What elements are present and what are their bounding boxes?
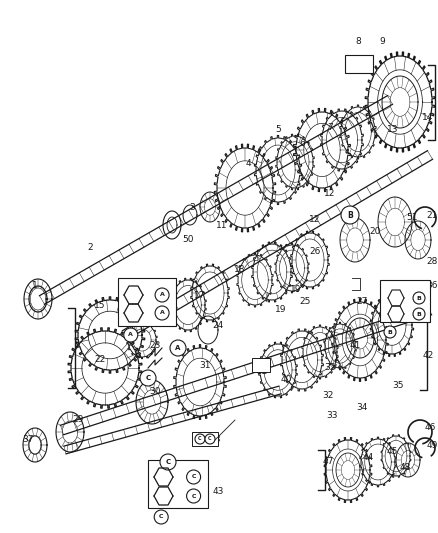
Text: 5: 5 (275, 125, 281, 134)
Circle shape (413, 308, 425, 320)
Text: 45: 45 (386, 448, 398, 456)
Text: 8: 8 (355, 37, 361, 46)
Text: 23: 23 (149, 341, 161, 350)
Text: C: C (166, 459, 170, 465)
Circle shape (155, 288, 169, 302)
Text: 12: 12 (309, 215, 321, 224)
Text: 13: 13 (387, 125, 399, 134)
Text: 47: 47 (322, 457, 334, 466)
Text: C: C (191, 494, 196, 498)
Circle shape (140, 370, 156, 386)
Text: 24: 24 (212, 320, 224, 329)
Bar (192, 432, 218, 446)
Text: 10: 10 (119, 290, 131, 300)
Text: B: B (417, 311, 421, 317)
Bar (380, 280, 430, 322)
Bar (148, 460, 208, 508)
Circle shape (160, 454, 176, 470)
Bar (345, 55, 373, 73)
Text: 29: 29 (72, 416, 84, 424)
Text: 40: 40 (280, 376, 292, 384)
Text: 19: 19 (290, 286, 302, 295)
Text: 4: 4 (245, 158, 251, 167)
Text: 44: 44 (362, 454, 374, 463)
Circle shape (187, 470, 201, 484)
Text: 49: 49 (426, 440, 438, 449)
Text: 2: 2 (87, 244, 93, 253)
Circle shape (205, 434, 215, 444)
Text: 51: 51 (406, 214, 418, 222)
Bar (118, 278, 176, 326)
Text: C: C (198, 437, 202, 441)
Text: A: A (175, 345, 181, 351)
Text: 38: 38 (209, 435, 221, 445)
Text: C: C (159, 514, 163, 520)
Text: B: B (347, 211, 353, 220)
Text: 7: 7 (327, 124, 333, 133)
Text: 35: 35 (392, 381, 404, 390)
Text: 18: 18 (234, 265, 246, 274)
Text: 28: 28 (426, 257, 438, 266)
Text: B: B (388, 329, 392, 335)
Circle shape (155, 306, 169, 320)
Text: 36: 36 (426, 280, 438, 289)
Bar (252, 358, 270, 372)
Text: 52: 52 (256, 367, 268, 376)
Text: 33: 33 (326, 410, 338, 419)
Text: 16: 16 (146, 305, 158, 314)
Text: C: C (191, 474, 196, 480)
Text: A: A (128, 333, 133, 337)
Text: 41: 41 (350, 341, 360, 350)
Text: 30: 30 (149, 387, 161, 397)
Text: 14: 14 (422, 114, 434, 123)
Text: 17: 17 (194, 290, 206, 300)
Text: 12: 12 (324, 189, 336, 198)
Text: 50: 50 (182, 236, 194, 245)
Text: A: A (159, 293, 165, 297)
Circle shape (341, 206, 359, 224)
Text: 25: 25 (299, 297, 311, 306)
Text: 15: 15 (94, 301, 106, 310)
Circle shape (154, 510, 168, 524)
Circle shape (187, 489, 201, 503)
Text: 48: 48 (399, 464, 411, 472)
Text: 43: 43 (212, 488, 224, 497)
Circle shape (384, 326, 396, 338)
Text: 6: 6 (299, 139, 305, 148)
Text: C: C (208, 437, 212, 441)
Text: 46: 46 (424, 424, 436, 432)
Text: 1: 1 (32, 281, 38, 290)
Text: 19: 19 (275, 305, 287, 314)
Text: C: C (145, 375, 151, 381)
Text: 9: 9 (379, 37, 385, 46)
Circle shape (124, 328, 138, 342)
Text: B: B (417, 295, 421, 301)
Text: 21: 21 (426, 211, 438, 220)
Text: 11: 11 (216, 221, 228, 230)
Text: 22: 22 (94, 356, 106, 365)
Text: 32: 32 (322, 392, 334, 400)
Text: A: A (159, 311, 165, 316)
Text: 26: 26 (309, 247, 321, 256)
Circle shape (195, 434, 205, 444)
Text: 27: 27 (356, 297, 367, 306)
Text: 34: 34 (356, 403, 367, 413)
Text: 42: 42 (422, 351, 434, 359)
Text: 37: 37 (22, 435, 34, 445)
Text: 31: 31 (199, 360, 211, 369)
Text: 32: 32 (324, 364, 336, 373)
Circle shape (170, 340, 186, 356)
Text: 3: 3 (189, 203, 195, 212)
Text: 20: 20 (369, 228, 381, 237)
Circle shape (413, 292, 425, 304)
